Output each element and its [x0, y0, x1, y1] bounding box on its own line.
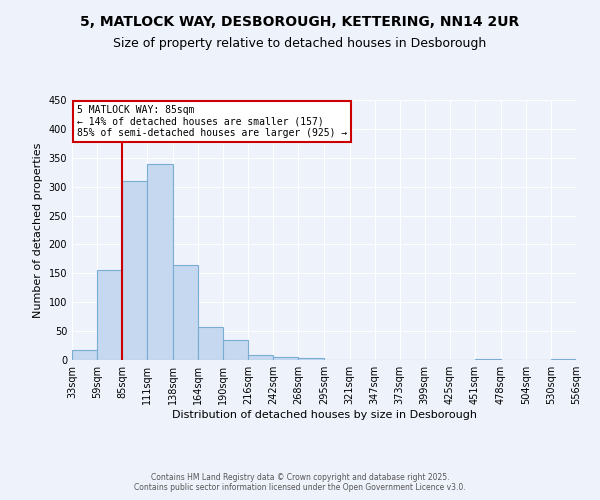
Bar	[274, 356, 298, 360]
Bar	[475, 359, 501, 360]
Text: 5, MATLOCK WAY, DESBOROUGH, KETTERING, NN14 2UR: 5, MATLOCK WAY, DESBOROUGH, KETTERING, N…	[80, 15, 520, 29]
Text: 5 MATLOCK WAY: 85sqm
← 14% of detached houses are smaller (157)
85% of semi-deta: 5 MATLOCK WAY: 85sqm ← 14% of detached h…	[77, 105, 347, 138]
Bar	[72, 350, 97, 360]
Bar	[248, 355, 274, 360]
Bar	[147, 164, 173, 360]
Bar	[223, 340, 248, 360]
Bar	[298, 358, 325, 360]
Bar	[97, 270, 122, 360]
Bar	[122, 181, 147, 360]
Text: Contains HM Land Registry data © Crown copyright and database right 2025.
Contai: Contains HM Land Registry data © Crown c…	[134, 473, 466, 492]
Bar	[551, 359, 576, 360]
X-axis label: Distribution of detached houses by size in Desborough: Distribution of detached houses by size …	[172, 410, 476, 420]
Bar	[173, 264, 198, 360]
Bar	[198, 327, 223, 360]
Text: Size of property relative to detached houses in Desborough: Size of property relative to detached ho…	[113, 38, 487, 51]
Y-axis label: Number of detached properties: Number of detached properties	[33, 142, 43, 318]
